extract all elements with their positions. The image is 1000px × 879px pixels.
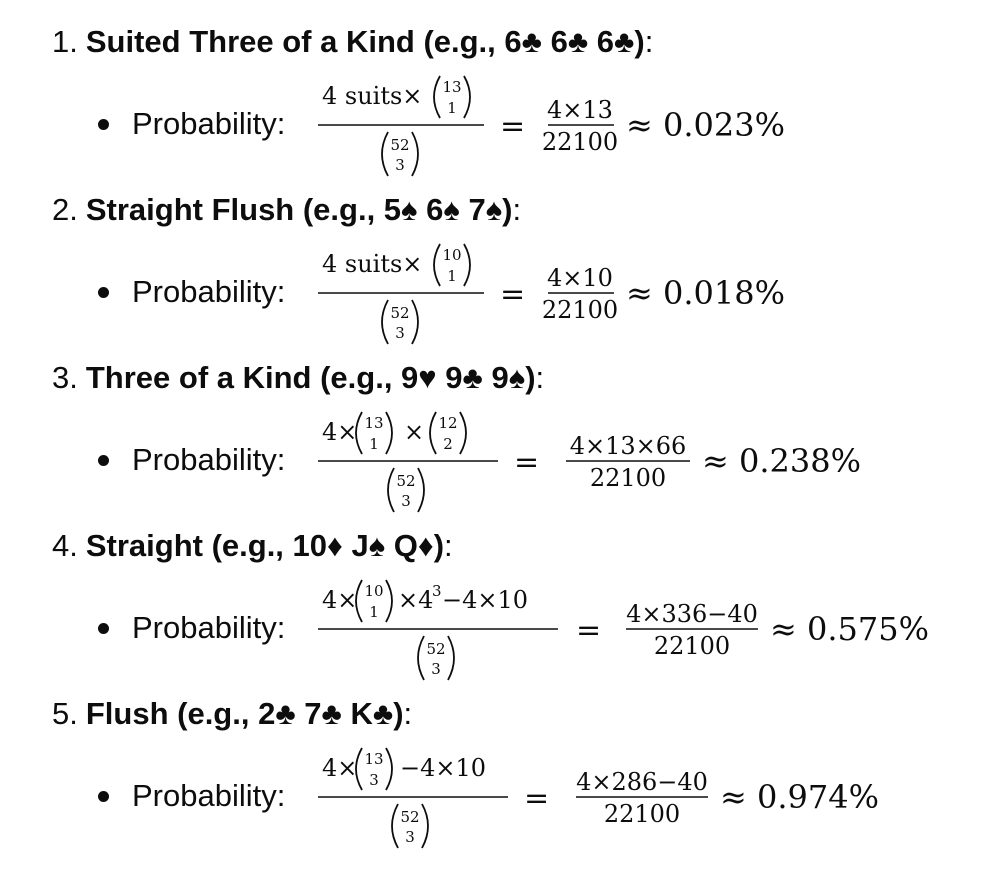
svg-text:1: 1	[447, 267, 457, 285]
list-number: 2.	[52, 192, 78, 227]
list-heading-4: 4. Straight (e.g., 10♦ J♠ Q♦):	[52, 526, 453, 566]
svg-text:52: 52	[400, 808, 419, 826]
svg-text:3: 3	[431, 660, 441, 678]
probability-result: ≈ 0.238%	[702, 442, 861, 480]
simplified-numerator: 4×13	[547, 96, 613, 124]
probability-label: Probability:	[132, 274, 286, 309]
probability-formula: 4× 10 1 ×4 3 −4×10 52 3 = 4×336−40 22100…	[318, 579, 929, 681]
svg-text:52: 52	[390, 304, 409, 322]
list-number: 1.	[52, 24, 78, 59]
bullet-dot	[98, 287, 109, 298]
probability-formula: 4 suits× 13 1 52 3 = 4×13 22100 ≈ 0.023%	[318, 75, 785, 177]
heading-colon: :	[512, 192, 522, 227]
list-heading-1: 1. Suited Three of a Kind (e.g., 6♣ 6♣ 6♣…	[52, 22, 653, 62]
svg-text:13: 13	[442, 78, 461, 96]
svg-text:1: 1	[369, 603, 379, 621]
heading-colon: :	[535, 360, 545, 395]
svg-text:−4×10: −4×10	[400, 754, 486, 782]
svg-text:3: 3	[369, 771, 379, 789]
probability-result: ≈ 0.575%	[770, 610, 929, 648]
probability-label: Probability:	[132, 778, 286, 813]
heading-colon: :	[644, 24, 654, 59]
bullet-dot	[98, 791, 109, 802]
heading-title: Straight Flush (e.g., 5♠ 6♠ 7♠)	[85, 192, 513, 227]
svg-text:=: =	[514, 445, 539, 480]
svg-text:3: 3	[432, 582, 442, 600]
svg-text:2: 2	[443, 435, 453, 453]
simplified-denominator: 22100	[654, 632, 730, 660]
svg-text:10: 10	[442, 246, 461, 264]
probability-label: Probability:	[132, 442, 286, 477]
svg-text:3: 3	[401, 492, 411, 510]
svg-text:=: =	[576, 613, 601, 648]
simplified-denominator: 22100	[604, 800, 680, 828]
probability-result: ≈ 0.974%	[720, 778, 879, 816]
svg-text:10: 10	[364, 582, 383, 600]
heading-colon: :	[444, 528, 453, 563]
svg-text:13: 13	[364, 414, 383, 432]
svg-text:4×: 4×	[322, 586, 357, 614]
list-heading-3: 3. Three of a Kind (e.g., 9♥ 9♣ 9♠):	[52, 358, 544, 398]
svg-text:4 suits×: 4 suits×	[322, 250, 422, 278]
svg-text:4×: 4×	[322, 754, 357, 782]
svg-text:1: 1	[447, 99, 457, 117]
heading-title: Three of a Kind (e.g., 9♥ 9♣ 9♠)	[85, 360, 536, 395]
svg-text:3: 3	[395, 156, 405, 174]
svg-text:4 suits×: 4 suits×	[322, 82, 422, 110]
list-number: 5.	[52, 696, 78, 731]
heading-colon: :	[403, 696, 413, 731]
svg-text:×: ×	[404, 418, 424, 446]
heading-title: Straight (e.g., 10♦ J♠ Q♦)	[85, 528, 445, 563]
svg-text:3: 3	[395, 324, 405, 342]
simplified-numerator: 4×13×66	[570, 432, 687, 460]
svg-text:=: =	[500, 277, 525, 312]
heading-title: Flush (e.g., 2♣ 7♣ K♣)	[85, 696, 404, 731]
bullet-dot	[98, 455, 109, 466]
svg-text:52: 52	[396, 472, 415, 490]
simplified-numerator: 4×10	[547, 264, 613, 292]
svg-text:4×: 4×	[322, 418, 357, 446]
svg-text:−4×10: −4×10	[442, 586, 528, 614]
simplified-numerator: 4×286−40	[576, 768, 708, 796]
probability-formula: 4× 13 1 × 12 2 52 3 = 4×13×66 22100 ≈ 0.…	[318, 411, 861, 513]
svg-text:13: 13	[364, 750, 383, 768]
probability-formula: 4 suits× 10 1 52 3 = 4×10 22100 ≈ 0.018%	[318, 243, 785, 345]
probability-formula: 4× 13 3 −4×10 52 3 = 4×286−40 22100 ≈ 0.…	[318, 747, 879, 849]
list-heading-2: 2. Straight Flush (e.g., 5♠ 6♠ 7♠):	[52, 190, 521, 230]
simplified-denominator: 22100	[590, 464, 666, 492]
bullet-dot	[98, 623, 109, 634]
simplified-denominator: 22100	[542, 296, 618, 324]
svg-text:=: =	[524, 781, 549, 816]
list-number: 4.	[52, 528, 78, 563]
svg-text:52: 52	[426, 640, 445, 658]
probability-result: ≈ 0.023%	[626, 106, 785, 144]
probability-label: Probability:	[132, 610, 286, 645]
svg-text:=: =	[500, 109, 525, 144]
heading-title: Suited Three of a Kind (e.g., 6♣ 6♣ 6♣)	[85, 24, 645, 59]
svg-text:3: 3	[405, 828, 415, 846]
simplified-denominator: 22100	[542, 128, 618, 156]
svg-text:12: 12	[438, 414, 457, 432]
bullet-dot	[98, 119, 109, 130]
probability-result: ≈ 0.018%	[626, 274, 785, 312]
svg-text:52: 52	[390, 136, 409, 154]
probability-label: Probability:	[132, 106, 286, 141]
svg-text:1: 1	[369, 435, 379, 453]
svg-text:×4: ×4	[398, 586, 433, 614]
list-heading-5: 5. Flush (e.g., 2♣ 7♣ K♣):	[52, 694, 412, 734]
list-number: 3.	[52, 360, 78, 395]
simplified-numerator: 4×336−40	[626, 600, 758, 628]
